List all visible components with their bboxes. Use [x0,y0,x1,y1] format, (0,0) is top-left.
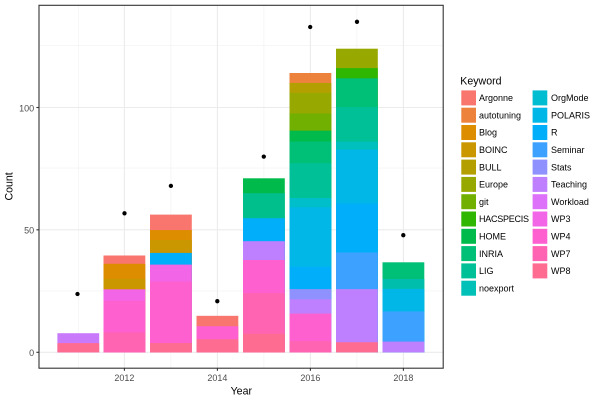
svg-text:BOINC: BOINC [479,145,508,155]
svg-text:BULL: BULL [479,162,502,172]
svg-text:2016: 2016 [300,373,320,383]
svg-text:Argonne: Argonne [479,93,513,103]
svg-text:100: 100 [19,103,34,113]
svg-text:noexport: noexport [479,283,515,293]
svg-text:Seminar: Seminar [551,145,585,155]
svg-text:git: git [479,197,489,207]
svg-text:2014: 2014 [207,373,227,383]
svg-text:Year: Year [231,386,253,398]
svg-text:WP3: WP3 [551,214,571,224]
svg-text:Teaching: Teaching [551,180,587,190]
svg-text:LIG: LIG [479,266,494,276]
svg-text:2012: 2012 [114,373,134,383]
svg-text:0: 0 [29,348,34,358]
svg-text:2018: 2018 [393,373,413,383]
svg-text:Keyword: Keyword [460,75,501,87]
svg-text:Workload: Workload [551,197,589,207]
svg-text:HACSPECIS: HACSPECIS [479,214,529,224]
svg-text:HOME: HOME [479,232,506,242]
svg-text:autotuning: autotuning [479,110,521,120]
svg-text:R: R [551,128,558,138]
svg-text:Europe: Europe [479,180,508,190]
svg-text:POLARIS: POLARIS [551,110,590,120]
svg-text:50: 50 [24,226,34,236]
svg-text:Blog: Blog [479,128,497,138]
svg-text:INRIA: INRIA [479,249,503,259]
svg-text:WP4: WP4 [551,232,571,242]
svg-text:WP7: WP7 [551,249,571,259]
svg-text:Count: Count [4,172,16,200]
svg-text:WP8: WP8 [551,266,571,276]
svg-text:OrgMode: OrgMode [551,93,589,103]
svg-text:Stats: Stats [551,162,572,172]
